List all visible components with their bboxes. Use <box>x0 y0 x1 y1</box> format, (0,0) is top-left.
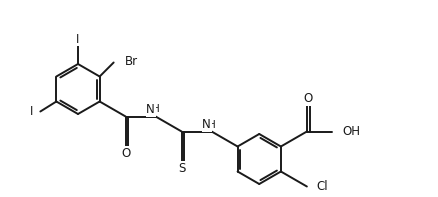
Text: I: I <box>76 33 80 46</box>
Text: H: H <box>207 120 215 129</box>
Text: OH: OH <box>342 125 360 138</box>
Text: N: N <box>202 118 211 131</box>
Text: O: O <box>303 93 312 106</box>
Text: S: S <box>177 162 185 175</box>
Text: N: N <box>146 103 155 116</box>
Text: O: O <box>121 147 130 160</box>
Text: H: H <box>152 104 159 114</box>
Text: Br: Br <box>124 55 138 68</box>
Text: I: I <box>30 105 33 118</box>
Text: Cl: Cl <box>316 180 328 193</box>
